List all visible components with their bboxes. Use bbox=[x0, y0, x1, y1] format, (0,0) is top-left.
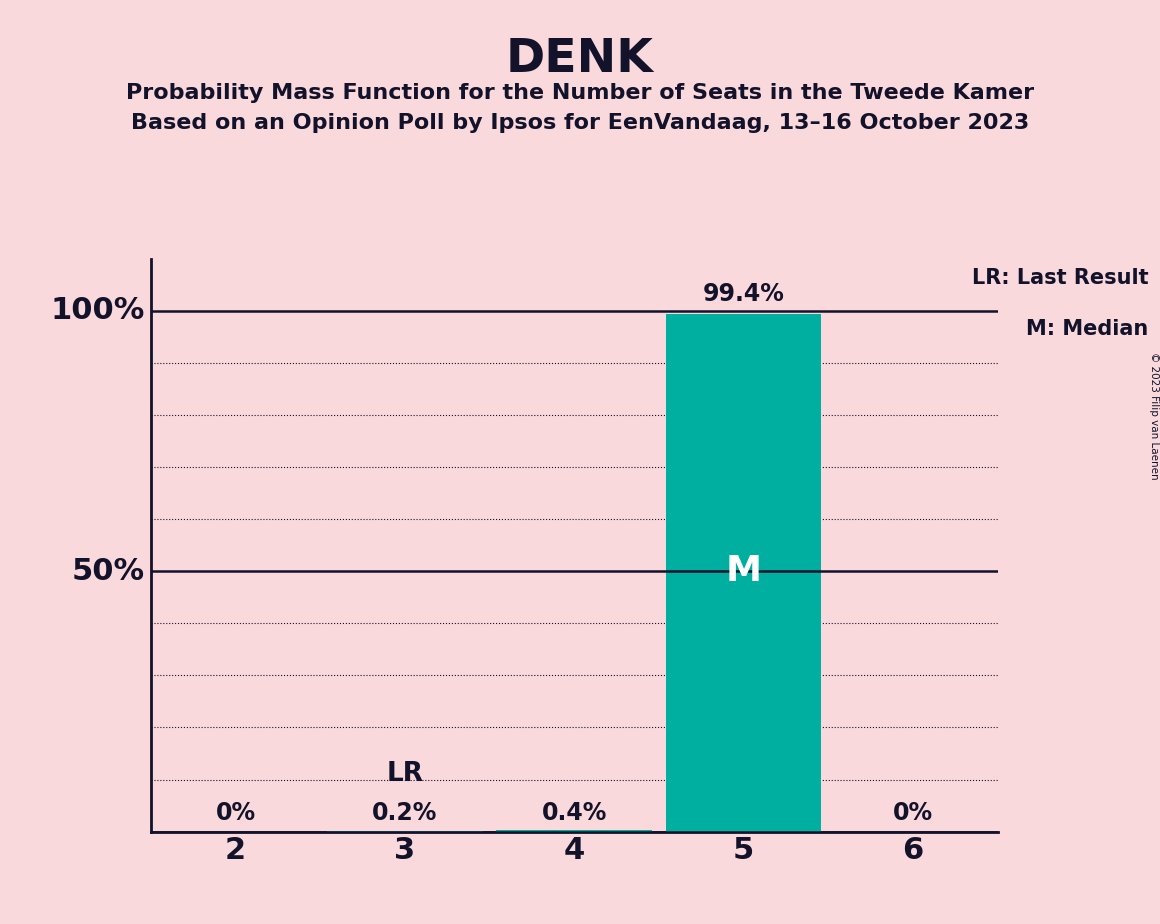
Text: 99.4%: 99.4% bbox=[703, 282, 784, 306]
Text: Based on an Opinion Poll by Ipsos for EenVandaag, 13–16 October 2023: Based on an Opinion Poll by Ipsos for Ee… bbox=[131, 113, 1029, 133]
Bar bbox=[327, 831, 483, 832]
Bar bbox=[496, 830, 652, 832]
Text: M: M bbox=[725, 554, 762, 589]
Text: M: Median: M: Median bbox=[1027, 320, 1148, 339]
Text: DENK: DENK bbox=[506, 37, 654, 82]
Text: 0%: 0% bbox=[893, 801, 933, 825]
Text: LR: Last Result: LR: Last Result bbox=[972, 269, 1148, 288]
Text: Probability Mass Function for the Number of Seats in the Tweede Kamer: Probability Mass Function for the Number… bbox=[126, 83, 1034, 103]
Bar bbox=[666, 314, 821, 832]
Text: © 2023 Filip van Laenen: © 2023 Filip van Laenen bbox=[1150, 352, 1159, 480]
Text: 0.4%: 0.4% bbox=[542, 801, 607, 825]
Text: 0.2%: 0.2% bbox=[372, 801, 437, 825]
Text: 0%: 0% bbox=[216, 801, 255, 825]
Text: 100%: 100% bbox=[51, 297, 145, 325]
Text: 50%: 50% bbox=[72, 556, 145, 586]
Text: LR: LR bbox=[386, 761, 423, 787]
